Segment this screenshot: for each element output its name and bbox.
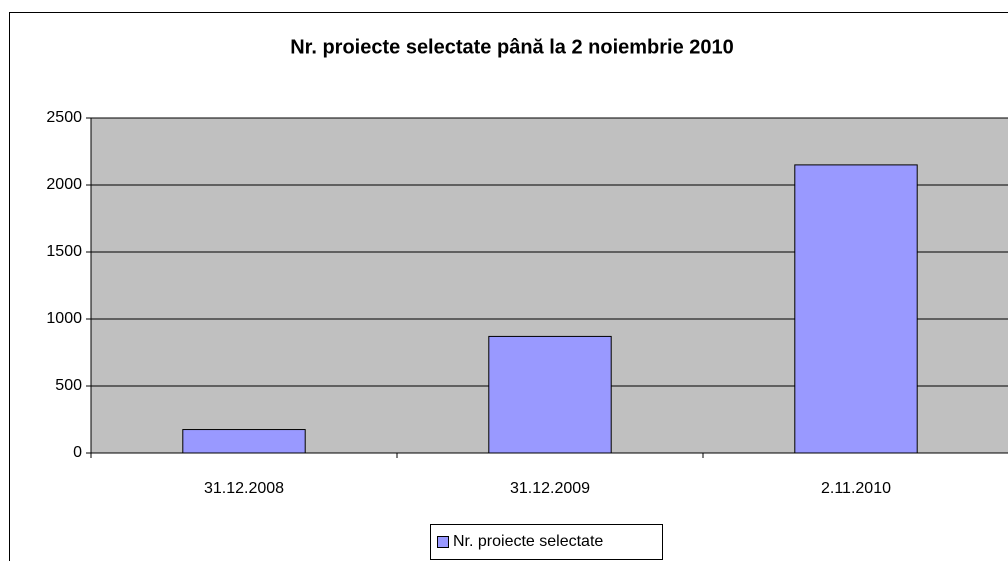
x-tick-label: 2.11.2010 (821, 480, 891, 497)
y-tick-label: 2000 (46, 176, 82, 193)
y-tick-label: 500 (55, 377, 82, 394)
y-tick-label: 0 (73, 444, 82, 461)
bar (488, 335, 612, 454)
x-tick-label: 31.12.2008 (204, 480, 284, 497)
x-tick-label: 31.12.2009 (510, 480, 590, 497)
y-tick-label: 2500 (46, 109, 82, 126)
legend-label: Nr. proiecte selectate (453, 533, 603, 550)
chart-title: Nr. proiecte selectate până la 2 noiembr… (290, 36, 734, 58)
legend-box (430, 524, 663, 560)
bar (182, 429, 306, 454)
y-tick-label: 1500 (46, 243, 82, 260)
y-tick-label: 1000 (46, 310, 82, 327)
legend-swatch (437, 536, 449, 548)
bar (794, 164, 918, 454)
